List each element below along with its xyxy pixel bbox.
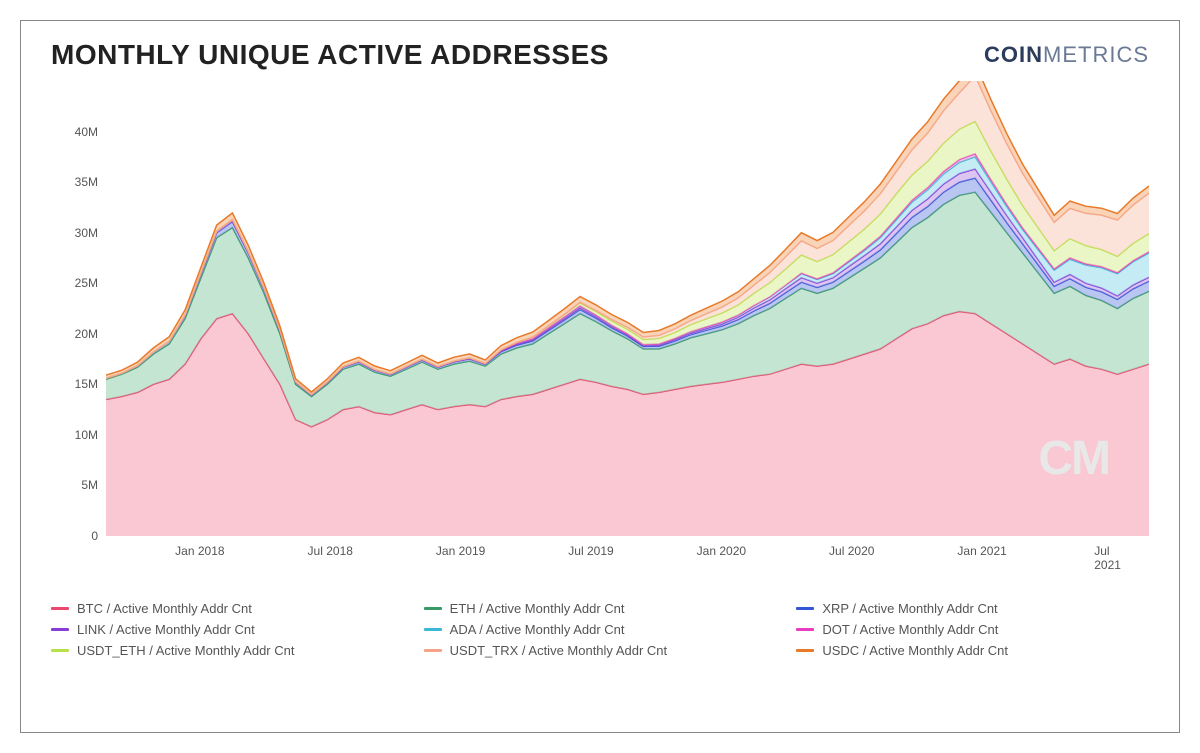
chart-title: MONTHLY UNIQUE ACTIVE ADDRESSES — [51, 39, 609, 71]
legend-label: XRP / Active Monthly Addr Cnt — [822, 601, 997, 616]
y-tick: 25M — [75, 276, 98, 290]
legend-label: USDT_ETH / Active Monthly Addr Cnt — [77, 643, 294, 658]
legend-item: ETH / Active Monthly Addr Cnt — [424, 601, 777, 616]
legend-swatch — [51, 607, 69, 610]
x-axis: Jan 2018 Jul 2018 Jan 2019 Jul 2019 Jan 2020… — [106, 536, 1149, 571]
y-tick: 0 — [91, 529, 98, 543]
brand-bold: COIN — [984, 42, 1043, 67]
x-tick: Jul 2019 — [568, 544, 613, 558]
legend-label: ADA / Active Monthly Addr Cnt — [450, 622, 625, 637]
chart-area: 0 5M 10M 15M 20M 25M 30M 35M 40M CM Jan 2018 Jul … — [51, 81, 1149, 571]
y-tick: 5M — [81, 478, 98, 492]
legend-swatch — [51, 628, 69, 631]
legend-item: BTC / Active Monthly Addr Cnt — [51, 601, 404, 616]
legend-swatch — [796, 649, 814, 652]
x-tick: Jan 2020 — [697, 544, 746, 558]
legend-item: ADA / Active Monthly Addr Cnt — [424, 622, 777, 637]
legend-item: USDC / Active Monthly Addr Cnt — [796, 643, 1149, 658]
brand-light: METRICS — [1043, 42, 1149, 67]
x-tick: Jul 2020 — [829, 544, 874, 558]
legend-swatch — [424, 649, 442, 652]
y-tick: 35M — [75, 175, 98, 189]
x-tick: Jul 2021 — [1094, 544, 1131, 572]
legend: BTC / Active Monthly Addr Cnt ETH / Activ… — [51, 601, 1149, 658]
y-tick: 10M — [75, 428, 98, 442]
brand-logo: COINMETRICS — [984, 42, 1149, 68]
plot-area: CM — [106, 81, 1149, 536]
y-tick: 30M — [75, 226, 98, 240]
legend-label: ETH / Active Monthly Addr Cnt — [450, 601, 625, 616]
legend-item: DOT / Active Monthly Addr Cnt — [796, 622, 1149, 637]
legend-label: USDC / Active Monthly Addr Cnt — [822, 643, 1008, 658]
x-tick: Jan 2019 — [436, 544, 485, 558]
legend-item: USDT_TRX / Active Monthly Addr Cnt — [424, 643, 777, 658]
chart-container: MONTHLY UNIQUE ACTIVE ADDRESSES COINMETR… — [20, 20, 1180, 733]
chart-header: MONTHLY UNIQUE ACTIVE ADDRESSES COINMETR… — [51, 39, 1149, 71]
legend-item: USDT_ETH / Active Monthly Addr Cnt — [51, 643, 404, 658]
legend-swatch — [796, 607, 814, 610]
legend-item: XRP / Active Monthly Addr Cnt — [796, 601, 1149, 616]
legend-swatch — [424, 607, 442, 610]
y-tick: 15M — [75, 377, 98, 391]
legend-label: USDT_TRX / Active Monthly Addr Cnt — [450, 643, 667, 658]
stacked-area-svg — [106, 81, 1149, 536]
y-tick: 40M — [75, 125, 98, 139]
legend-swatch — [796, 628, 814, 631]
legend-label: BTC / Active Monthly Addr Cnt — [77, 601, 252, 616]
legend-label: DOT / Active Monthly Addr Cnt — [822, 622, 998, 637]
y-axis: 05M10M15M20M25M30M35M40M — [51, 81, 106, 536]
x-tick: Jul 2018 — [308, 544, 353, 558]
legend-swatch — [424, 628, 442, 631]
x-tick: Jan 2018 — [175, 544, 224, 558]
legend-swatch — [51, 649, 69, 652]
x-tick: Jan 2021 — [957, 544, 1006, 558]
legend-label: LINK / Active Monthly Addr Cnt — [77, 622, 255, 637]
legend-item: LINK / Active Monthly Addr Cnt — [51, 622, 404, 637]
y-tick: 20M — [75, 327, 98, 341]
